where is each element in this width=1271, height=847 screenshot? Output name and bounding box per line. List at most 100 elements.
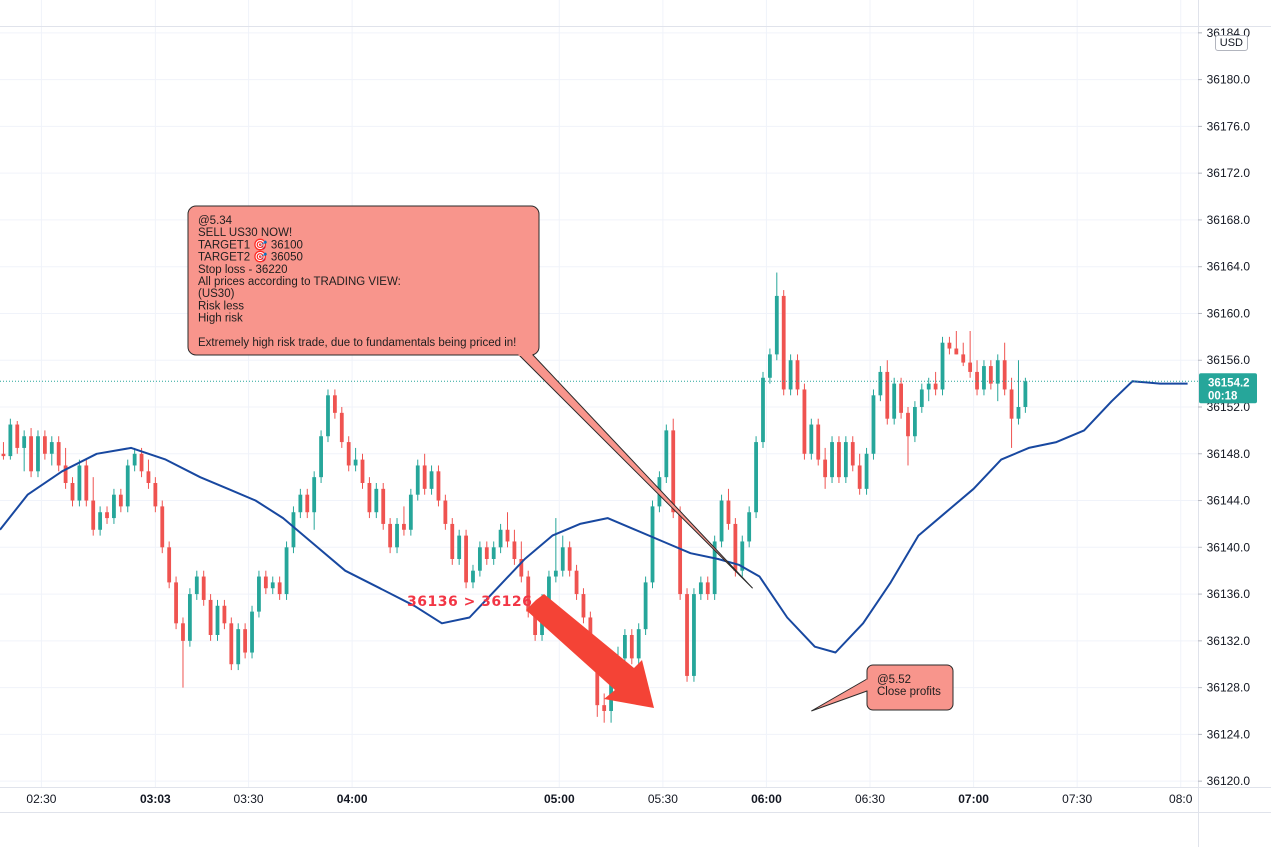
- candle[interactable]: [395, 518, 399, 554]
- candle[interactable]: [270, 576, 275, 595]
- candle[interactable]: [491, 541, 496, 565]
- candle[interactable]: [975, 360, 979, 396]
- candle[interactable]: [208, 594, 213, 641]
- candle[interactable]: [236, 623, 241, 671]
- candle[interactable]: [602, 693, 607, 723]
- candle[interactable]: [471, 564, 475, 589]
- candle[interactable]: [581, 588, 586, 624]
- last-price-tag[interactable]: [1199, 373, 1257, 404]
- candle[interactable]: [36, 430, 40, 478]
- candle[interactable]: [181, 617, 185, 688]
- candle[interactable]: [692, 588, 696, 682]
- candle[interactable]: [415, 459, 420, 501]
- candle[interactable]: [781, 290, 786, 396]
- candle[interactable]: [767, 348, 772, 384]
- candle[interactable]: [1002, 342, 1007, 396]
- candle[interactable]: [105, 506, 109, 524]
- candle[interactable]: [56, 436, 61, 472]
- candle[interactable]: [422, 453, 427, 495]
- candle[interactable]: [42, 430, 47, 460]
- candle[interactable]: [63, 447, 68, 489]
- candle[interactable]: [968, 331, 973, 378]
- candle[interactable]: [712, 535, 717, 600]
- candle[interactable]: [187, 588, 192, 647]
- candle[interactable]: [436, 465, 441, 507]
- candle[interactable]: [118, 488, 123, 513]
- candle[interactable]: [464, 529, 468, 589]
- candle[interactable]: [878, 366, 883, 402]
- candle[interactable]: [650, 500, 655, 589]
- candle[interactable]: [84, 459, 89, 507]
- candle[interactable]: [643, 576, 648, 635]
- candle[interactable]: [892, 377, 897, 425]
- candle[interactable]: [761, 371, 765, 448]
- candle[interactable]: [795, 354, 800, 396]
- candle[interactable]: [381, 483, 386, 530]
- candle[interactable]: [816, 418, 821, 466]
- candle[interactable]: [733, 518, 738, 577]
- candle[interactable]: [823, 447, 828, 489]
- candle[interactable]: [8, 418, 13, 460]
- candle[interactable]: [160, 500, 165, 554]
- candle[interactable]: [408, 488, 413, 536]
- candle[interactable]: [374, 483, 379, 519]
- candle[interactable]: [802, 383, 807, 460]
- candle[interactable]: [505, 512, 510, 548]
- candle[interactable]: [678, 506, 683, 600]
- candle[interactable]: [477, 541, 482, 577]
- candle[interactable]: [332, 389, 337, 419]
- candle[interactable]: [988, 360, 993, 390]
- candle[interactable]: [940, 336, 945, 396]
- candle[interactable]: [885, 360, 890, 425]
- candle[interactable]: [754, 436, 758, 519]
- candle[interactable]: [353, 447, 358, 472]
- candle[interactable]: [312, 471, 317, 530]
- candle[interactable]: [450, 518, 455, 565]
- candle[interactable]: [388, 518, 393, 554]
- candle[interactable]: [91, 477, 96, 536]
- candle[interactable]: [809, 418, 814, 460]
- candle[interactable]: [919, 383, 924, 413]
- candle[interactable]: [339, 407, 344, 448]
- candle[interactable]: [49, 436, 54, 466]
- candle[interactable]: [837, 436, 841, 483]
- candle[interactable]: [215, 599, 220, 641]
- candles[interactable]: [1, 272, 1028, 723]
- candle[interactable]: [429, 465, 434, 495]
- candle[interactable]: [574, 564, 579, 600]
- candle[interactable]: [726, 488, 731, 530]
- candle[interactable]: [636, 623, 641, 665]
- candle[interactable]: [77, 459, 82, 507]
- candle[interactable]: [671, 418, 676, 519]
- candle[interactable]: [906, 407, 910, 466]
- candle[interactable]: [913, 401, 917, 443]
- candle[interactable]: [774, 272, 779, 361]
- candle[interactable]: [864, 447, 869, 495]
- candle[interactable]: [277, 576, 282, 600]
- candle[interactable]: [747, 506, 752, 548]
- candle[interactable]: [402, 506, 406, 536]
- candle[interactable]: [1, 442, 6, 460]
- candle[interactable]: [15, 421, 20, 454]
- candle[interactable]: [457, 529, 462, 565]
- candle[interactable]: [560, 535, 565, 577]
- candle[interactable]: [174, 576, 178, 630]
- candle[interactable]: [982, 360, 986, 396]
- candle[interactable]: [512, 529, 517, 565]
- candle[interactable]: [553, 518, 558, 583]
- candle[interactable]: [843, 436, 848, 483]
- candle[interactable]: [125, 459, 130, 513]
- candle[interactable]: [153, 477, 158, 513]
- candle[interactable]: [326, 389, 330, 443]
- candle[interactable]: [229, 617, 234, 671]
- candle[interactable]: [719, 494, 724, 548]
- candle[interactable]: [685, 588, 689, 682]
- candle[interactable]: [498, 523, 503, 554]
- candle[interactable]: [284, 541, 289, 600]
- candle[interactable]: [139, 447, 144, 478]
- candle[interactable]: [961, 342, 966, 367]
- candle[interactable]: [629, 629, 634, 665]
